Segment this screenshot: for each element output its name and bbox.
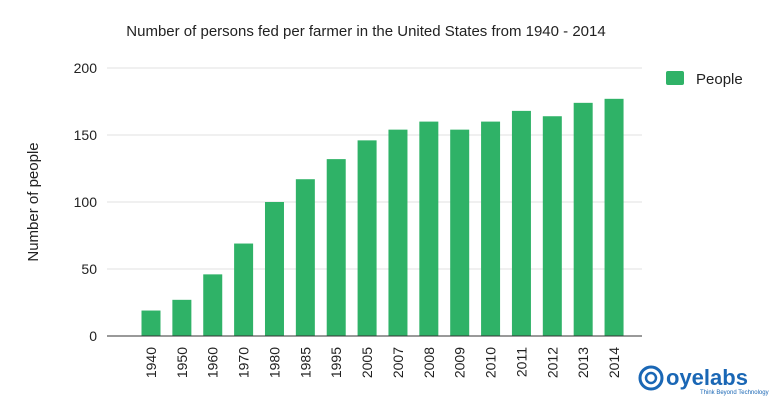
- y-tick-label: 150: [74, 127, 98, 143]
- bar: [511, 110, 531, 336]
- y-tick-label: 0: [89, 328, 97, 344]
- y-axis-ticks: 0 50 100 150 200: [74, 60, 98, 344]
- bar: [388, 129, 408, 336]
- bar: [481, 121, 501, 336]
- x-tick-label: 2008: [421, 347, 437, 378]
- y-tick-label: 100: [74, 194, 98, 210]
- x-tick-label: 2009: [452, 347, 468, 378]
- logo-wordmark: oyelabs: [666, 365, 748, 390]
- y-axis-label: Number of people: [25, 142, 42, 261]
- x-tick-label: 2007: [390, 347, 406, 378]
- logo-tagline: Think Beyond Technology: [700, 390, 769, 396]
- legend: People: [666, 71, 743, 88]
- bar: [450, 129, 470, 336]
- bar: [357, 140, 377, 336]
- x-tick-label: 2005: [359, 347, 375, 378]
- bar: [141, 310, 161, 336]
- x-tick-label: 2012: [544, 347, 560, 378]
- bar: [295, 179, 315, 336]
- bar: [573, 102, 593, 336]
- x-tick-label: 2011: [513, 347, 529, 377]
- legend-swatch: [666, 71, 684, 85]
- x-tick-label: 1980: [266, 347, 282, 378]
- y-tick-label: 50: [81, 261, 97, 277]
- x-axis-ticks: 1940 1950 1960 1970 1980 1985 1995 2005 2007 2008…: [143, 347, 622, 378]
- bar: [234, 243, 254, 336]
- x-tick-label: 1970: [236, 347, 252, 378]
- legend-label: People: [696, 71, 743, 88]
- bar: [264, 202, 284, 336]
- chart-title: Number of persons fed per farmer in the …: [126, 23, 605, 40]
- x-tick-label: 1985: [297, 347, 313, 378]
- bar: [419, 121, 439, 336]
- logo-swirl-icon: [638, 365, 664, 391]
- bar: [203, 274, 223, 336]
- x-tick-label: 2010: [483, 347, 499, 378]
- y-tick-label: 200: [74, 60, 98, 76]
- x-tick-label: 1940: [143, 347, 159, 378]
- oyelabs-logo: oyelabs Think Beyond Technology: [638, 365, 769, 396]
- bar: [326, 159, 346, 336]
- bar: [542, 116, 562, 337]
- x-tick-label: 2014: [606, 347, 622, 378]
- x-tick-label: 1950: [174, 347, 190, 378]
- bars: [141, 98, 624, 337]
- bar: [604, 98, 624, 336]
- bar: [172, 299, 192, 336]
- x-tick-label: 1960: [205, 347, 221, 378]
- x-tick-label: 1995: [328, 347, 344, 378]
- x-tick-label: 2013: [575, 347, 591, 378]
